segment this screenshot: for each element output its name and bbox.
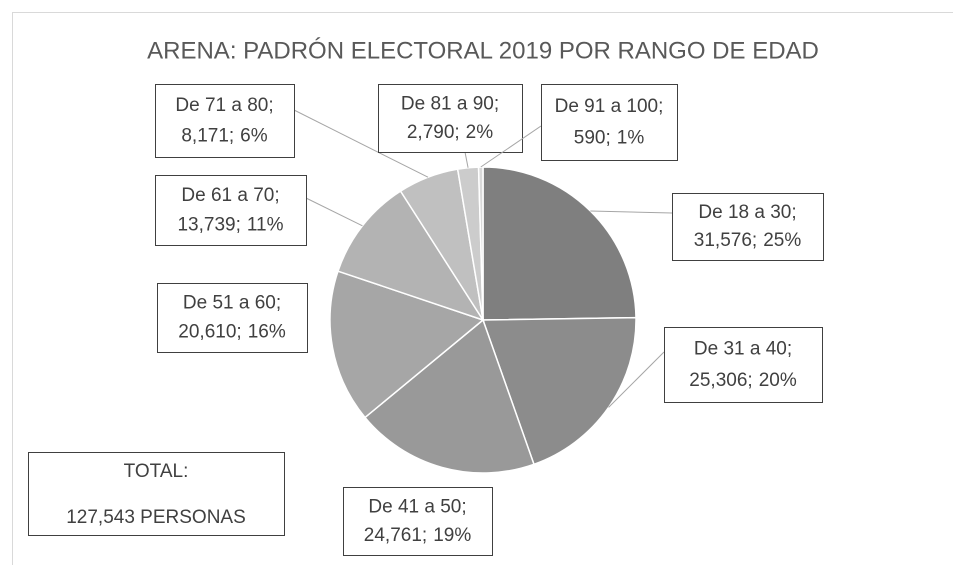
separator: ; — [274, 185, 279, 206]
data-label: De 81 a 90; — [401, 93, 499, 114]
separator: ; — [752, 230, 757, 251]
data-label: 590; 1% — [574, 128, 645, 149]
value-label: 590 — [574, 128, 606, 149]
data-label: 31,576; 25% — [694, 230, 802, 251]
separator: ; — [236, 322, 241, 343]
separator: ; — [229, 126, 234, 147]
value-label: 31,576 — [694, 230, 752, 251]
value-label: 13,739 — [177, 214, 235, 235]
value-label: 8,171 — [181, 126, 229, 147]
separator: ; — [747, 370, 752, 391]
separator: ; — [605, 128, 610, 149]
percent-label: 6% — [240, 126, 268, 147]
value-label: 25,306 — [689, 370, 747, 391]
category-label: De 61 a 70 — [181, 185, 274, 206]
separator: ; — [461, 496, 466, 517]
percent-label: 1% — [617, 128, 645, 149]
data-label: 8,171; 6% — [181, 126, 267, 147]
data-label: De 91 a 100; — [555, 96, 664, 117]
percent-label: 25% — [763, 230, 801, 251]
separator: ; — [791, 202, 796, 223]
chart-title: ARENA: PADRÓN ELECTORAL 2019 POR RANGO D… — [147, 37, 819, 64]
data-label: 25,306; 20% — [689, 370, 797, 391]
category-label: De 41 a 50 — [368, 496, 461, 517]
data-label: 24,761; 19% — [364, 525, 472, 546]
data-label: 2,790; 2% — [407, 122, 493, 143]
separator: ; — [268, 95, 273, 116]
separator: ; — [236, 214, 241, 235]
separator: ; — [276, 293, 281, 314]
percent-label: 2% — [466, 122, 494, 143]
data-label: De 31 a 40; — [694, 339, 792, 360]
category-label: De 31 a 40 — [694, 339, 787, 360]
data-label: 13,739; 11% — [177, 214, 283, 235]
category-label: De 18 a 30 — [698, 202, 791, 223]
total-label: TOTAL: — [124, 461, 189, 482]
separator: ; — [658, 96, 663, 117]
total-text: 127,543 PERSONAS — [66, 507, 246, 528]
percent-label: 16% — [248, 322, 286, 343]
category-label: De 51 a 60 — [183, 293, 276, 314]
separator: ; — [787, 339, 792, 360]
percent-label: 19% — [433, 525, 471, 546]
separator: ; — [454, 122, 459, 143]
percent-label: 11% — [247, 214, 284, 235]
data-label: De 71 a 80; — [175, 95, 273, 116]
value-label: 24,761 — [364, 525, 422, 546]
category-label: De 91 a 100 — [555, 96, 659, 117]
separator: ; — [422, 525, 427, 546]
percent-label: 20% — [759, 370, 797, 391]
data-label: De 61 a 70; — [181, 185, 279, 206]
category-label: De 81 a 90 — [401, 93, 494, 114]
data-label: De 51 a 60; — [183, 293, 281, 314]
data-label: De 41 a 50; — [368, 496, 466, 517]
data-label: 20,610; 16% — [178, 322, 286, 343]
category-label: De 71 a 80 — [175, 95, 268, 116]
value-label: 20,610 — [178, 322, 236, 343]
value-label: 2,790 — [407, 122, 455, 143]
data-label: De 18 a 30; — [698, 202, 796, 223]
separator: ; — [494, 93, 499, 114]
